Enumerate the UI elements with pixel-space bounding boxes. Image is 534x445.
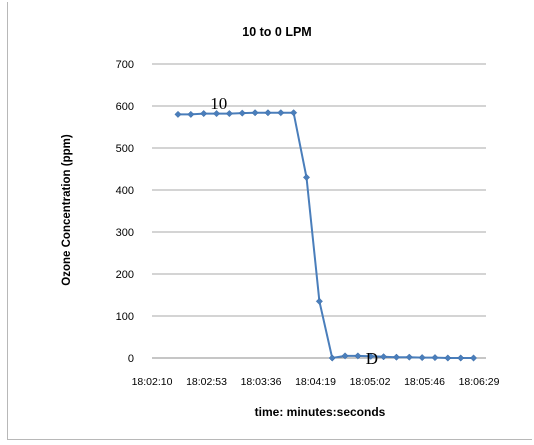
- y-tick-label-700: 700: [116, 59, 134, 71]
- x-tick-label-1: 18:02:53: [186, 376, 227, 388]
- x-tick-label-3: 18:04:19: [295, 376, 336, 388]
- y-tick-label-0: 0: [128, 353, 134, 365]
- data-point-16: [380, 353, 388, 361]
- annotation-1: D: [366, 349, 378, 368]
- data-point-3: [212, 110, 221, 118]
- x-tick-label-2: 18:03:36: [241, 376, 282, 388]
- x-tick-label-5: 18:05:46: [404, 376, 445, 388]
- data-point-23: [469, 354, 478, 362]
- data-point-19: [418, 354, 426, 362]
- data-point-0: [174, 110, 182, 118]
- data-point-14: [354, 352, 362, 360]
- data-point-18: [405, 353, 413, 361]
- data-point-10: [302, 173, 311, 181]
- data-point-13: [341, 352, 349, 360]
- y-tick-label-400: 400: [116, 185, 134, 197]
- x-tick-label-4: 18:05:02: [350, 376, 391, 388]
- y-tick-labels: 0 100 200 300 400 500 600 700: [116, 59, 134, 365]
- data-point-17: [392, 353, 401, 361]
- x-tick-labels: 18:02:10 18:02:53 18:03:36 18:04:19 18:05:02…: [132, 376, 500, 388]
- data-point-12: [328, 354, 336, 362]
- data-point-4: [225, 110, 233, 118]
- data-point-1: [187, 110, 195, 118]
- y-tick-label-600: 600: [116, 101, 134, 113]
- chart-frame: [7, 2, 532, 440]
- data-point-8: [277, 109, 285, 117]
- chart-title: 10 to 0 LPM: [242, 25, 311, 39]
- data-point-21: [444, 354, 452, 362]
- y-axis-label: Ozone Concentration (ppm): [61, 134, 73, 286]
- data-point-15: [367, 352, 375, 360]
- data-point-7: [264, 109, 272, 117]
- gridlines: [152, 63, 486, 317]
- data-point-20: [431, 354, 439, 362]
- data-point-22: [457, 354, 465, 362]
- y-tick-label-100: 100: [116, 311, 134, 323]
- data-point-11: [315, 297, 323, 305]
- x-axis-label: time: minutes:seconds: [255, 405, 386, 419]
- series-line: [178, 111, 474, 360]
- annotation-0: 10: [210, 94, 227, 113]
- data-point-5: [238, 109, 246, 117]
- y-tick-label-200: 200: [116, 269, 134, 281]
- series: [174, 109, 478, 362]
- y-tick-label-500: 500: [116, 143, 134, 155]
- data-point-9: [290, 109, 298, 117]
- data-point-6: [251, 109, 259, 117]
- annotations: 10 D: [210, 94, 378, 368]
- x-tick-label-0: 18:02:10: [132, 376, 173, 388]
- x-tick-label-6: 18:06:29: [459, 376, 500, 388]
- data-point-2: [200, 110, 208, 118]
- y-tick-label-300: 300: [116, 227, 134, 239]
